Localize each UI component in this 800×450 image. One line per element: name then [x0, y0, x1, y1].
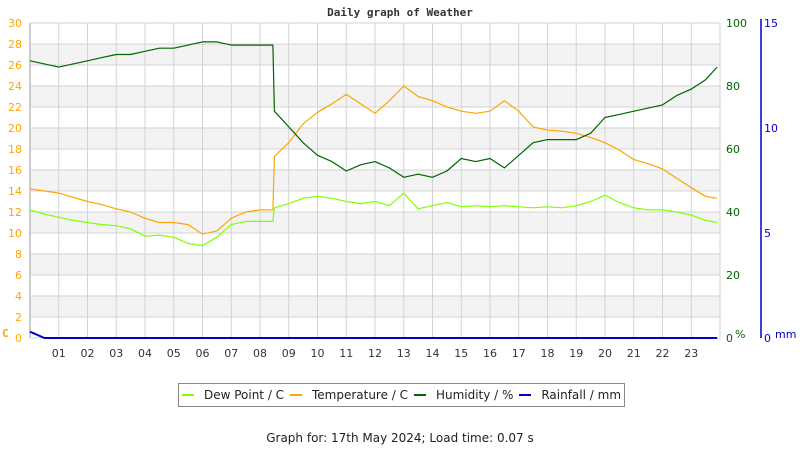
weather-chart: 01 02 03 04 05 06 07 08 09 10 11 12 13 14 15 16 17 18 19 20… — [2, 17, 796, 360]
humidity-tick-label: 40 — [726, 206, 740, 219]
dew-point-line — [29, 192, 718, 247]
x-tick-label: 07 — [224, 347, 238, 360]
x-tick-label: 05 — [167, 347, 181, 360]
legend-label: Temperature / C — [311, 388, 409, 402]
humidity-unit-label: % — [735, 328, 745, 341]
legend-item-humidity: Humidity / % — [413, 388, 514, 402]
legend-item-rainfall: Rainfall / mm — [519, 388, 621, 402]
temperature-line — [29, 85, 718, 235]
x-tick-label: 17 — [512, 347, 526, 360]
dew-point-swatch — [181, 394, 194, 396]
x-tick-label: 16 — [483, 347, 497, 360]
x-tick-label: 21 — [627, 347, 641, 360]
x-tick-label: 14 — [426, 347, 440, 360]
humidity-swatch — [413, 394, 426, 396]
x-tick-label: 15 — [454, 347, 468, 360]
left-tick-label: 14 — [8, 185, 22, 198]
left-tick-label: 8 — [15, 248, 22, 261]
x-tick-label: 20 — [598, 347, 612, 360]
left-tick-label: 6 — [15, 269, 22, 282]
x-tick-label: 01 — [52, 347, 66, 360]
legend-label: Rainfall / mm — [541, 388, 622, 402]
legend-item-temperature: Temperature / C — [289, 388, 409, 402]
x-tick-label: 09 — [282, 347, 296, 360]
humidity-tick-label: 100 — [726, 17, 747, 30]
left-tick-label: 30 — [8, 17, 22, 30]
left-tick-label: 4 — [15, 290, 22, 303]
chart-title: Daily graph of Weather — [327, 6, 473, 19]
x-tick-label: 10 — [311, 347, 325, 360]
left-tick-label: 20 — [8, 122, 22, 135]
rain-tick-label: 5 — [764, 227, 771, 240]
x-tick-label: 19 — [569, 347, 583, 360]
x-tick-label: 23 — [684, 347, 698, 360]
x-tick-label: 18 — [541, 347, 555, 360]
left-tick-label: 22 — [8, 101, 22, 114]
left-tick-label: 0 — [15, 332, 22, 345]
x-tick-label: 04 — [138, 347, 152, 360]
left-tick-label: 12 — [8, 206, 22, 219]
left-unit-label: C — [2, 327, 9, 340]
humidity-tick-label: 0 — [726, 332, 733, 345]
left-tick-label: 26 — [8, 59, 22, 72]
x-tick-label: 03 — [109, 347, 123, 360]
legend-label: Humidity / % — [435, 388, 514, 402]
x-tick-label: 06 — [196, 347, 210, 360]
x-tick-label: 12 — [368, 347, 382, 360]
legend-item-dew-point: Dew Point / C — [181, 388, 285, 402]
humidity-tick-label: 60 — [726, 143, 740, 156]
rainfall-swatch — [519, 394, 532, 396]
rain-tick-label: 15 — [764, 17, 778, 30]
rain-tick-label: 0 — [764, 332, 771, 345]
left-tick-label: 16 — [8, 164, 22, 177]
left-tick-label: 18 — [8, 143, 22, 156]
x-tick-label: 08 — [253, 347, 267, 360]
rain-unit-label: mm — [775, 328, 796, 341]
x-tick-label: 13 — [397, 347, 411, 360]
legend: Dew Point / C Temperature / C Humidity /… — [178, 383, 625, 407]
humidity-tick-label: 80 — [726, 80, 740, 93]
x-tick-label: 22 — [656, 347, 670, 360]
footer-status: Graph for: 17th May 2024; Load time: 0.0… — [266, 431, 534, 445]
left-tick-label: 28 — [8, 38, 22, 51]
rain-tick-label: 10 — [764, 122, 778, 135]
x-tick-label: 02 — [81, 347, 95, 360]
left-tick-label: 10 — [8, 227, 22, 240]
left-tick-label: 2 — [15, 311, 22, 324]
rainfall-line — [29, 330, 718, 339]
humidity-tick-label: 20 — [726, 269, 740, 282]
left-tick-label: 24 — [8, 80, 22, 93]
humidity-line — [29, 41, 718, 178]
temperature-swatch — [289, 394, 302, 396]
legend-label: Dew Point / C — [203, 388, 285, 402]
x-tick-label: 11 — [339, 347, 353, 360]
